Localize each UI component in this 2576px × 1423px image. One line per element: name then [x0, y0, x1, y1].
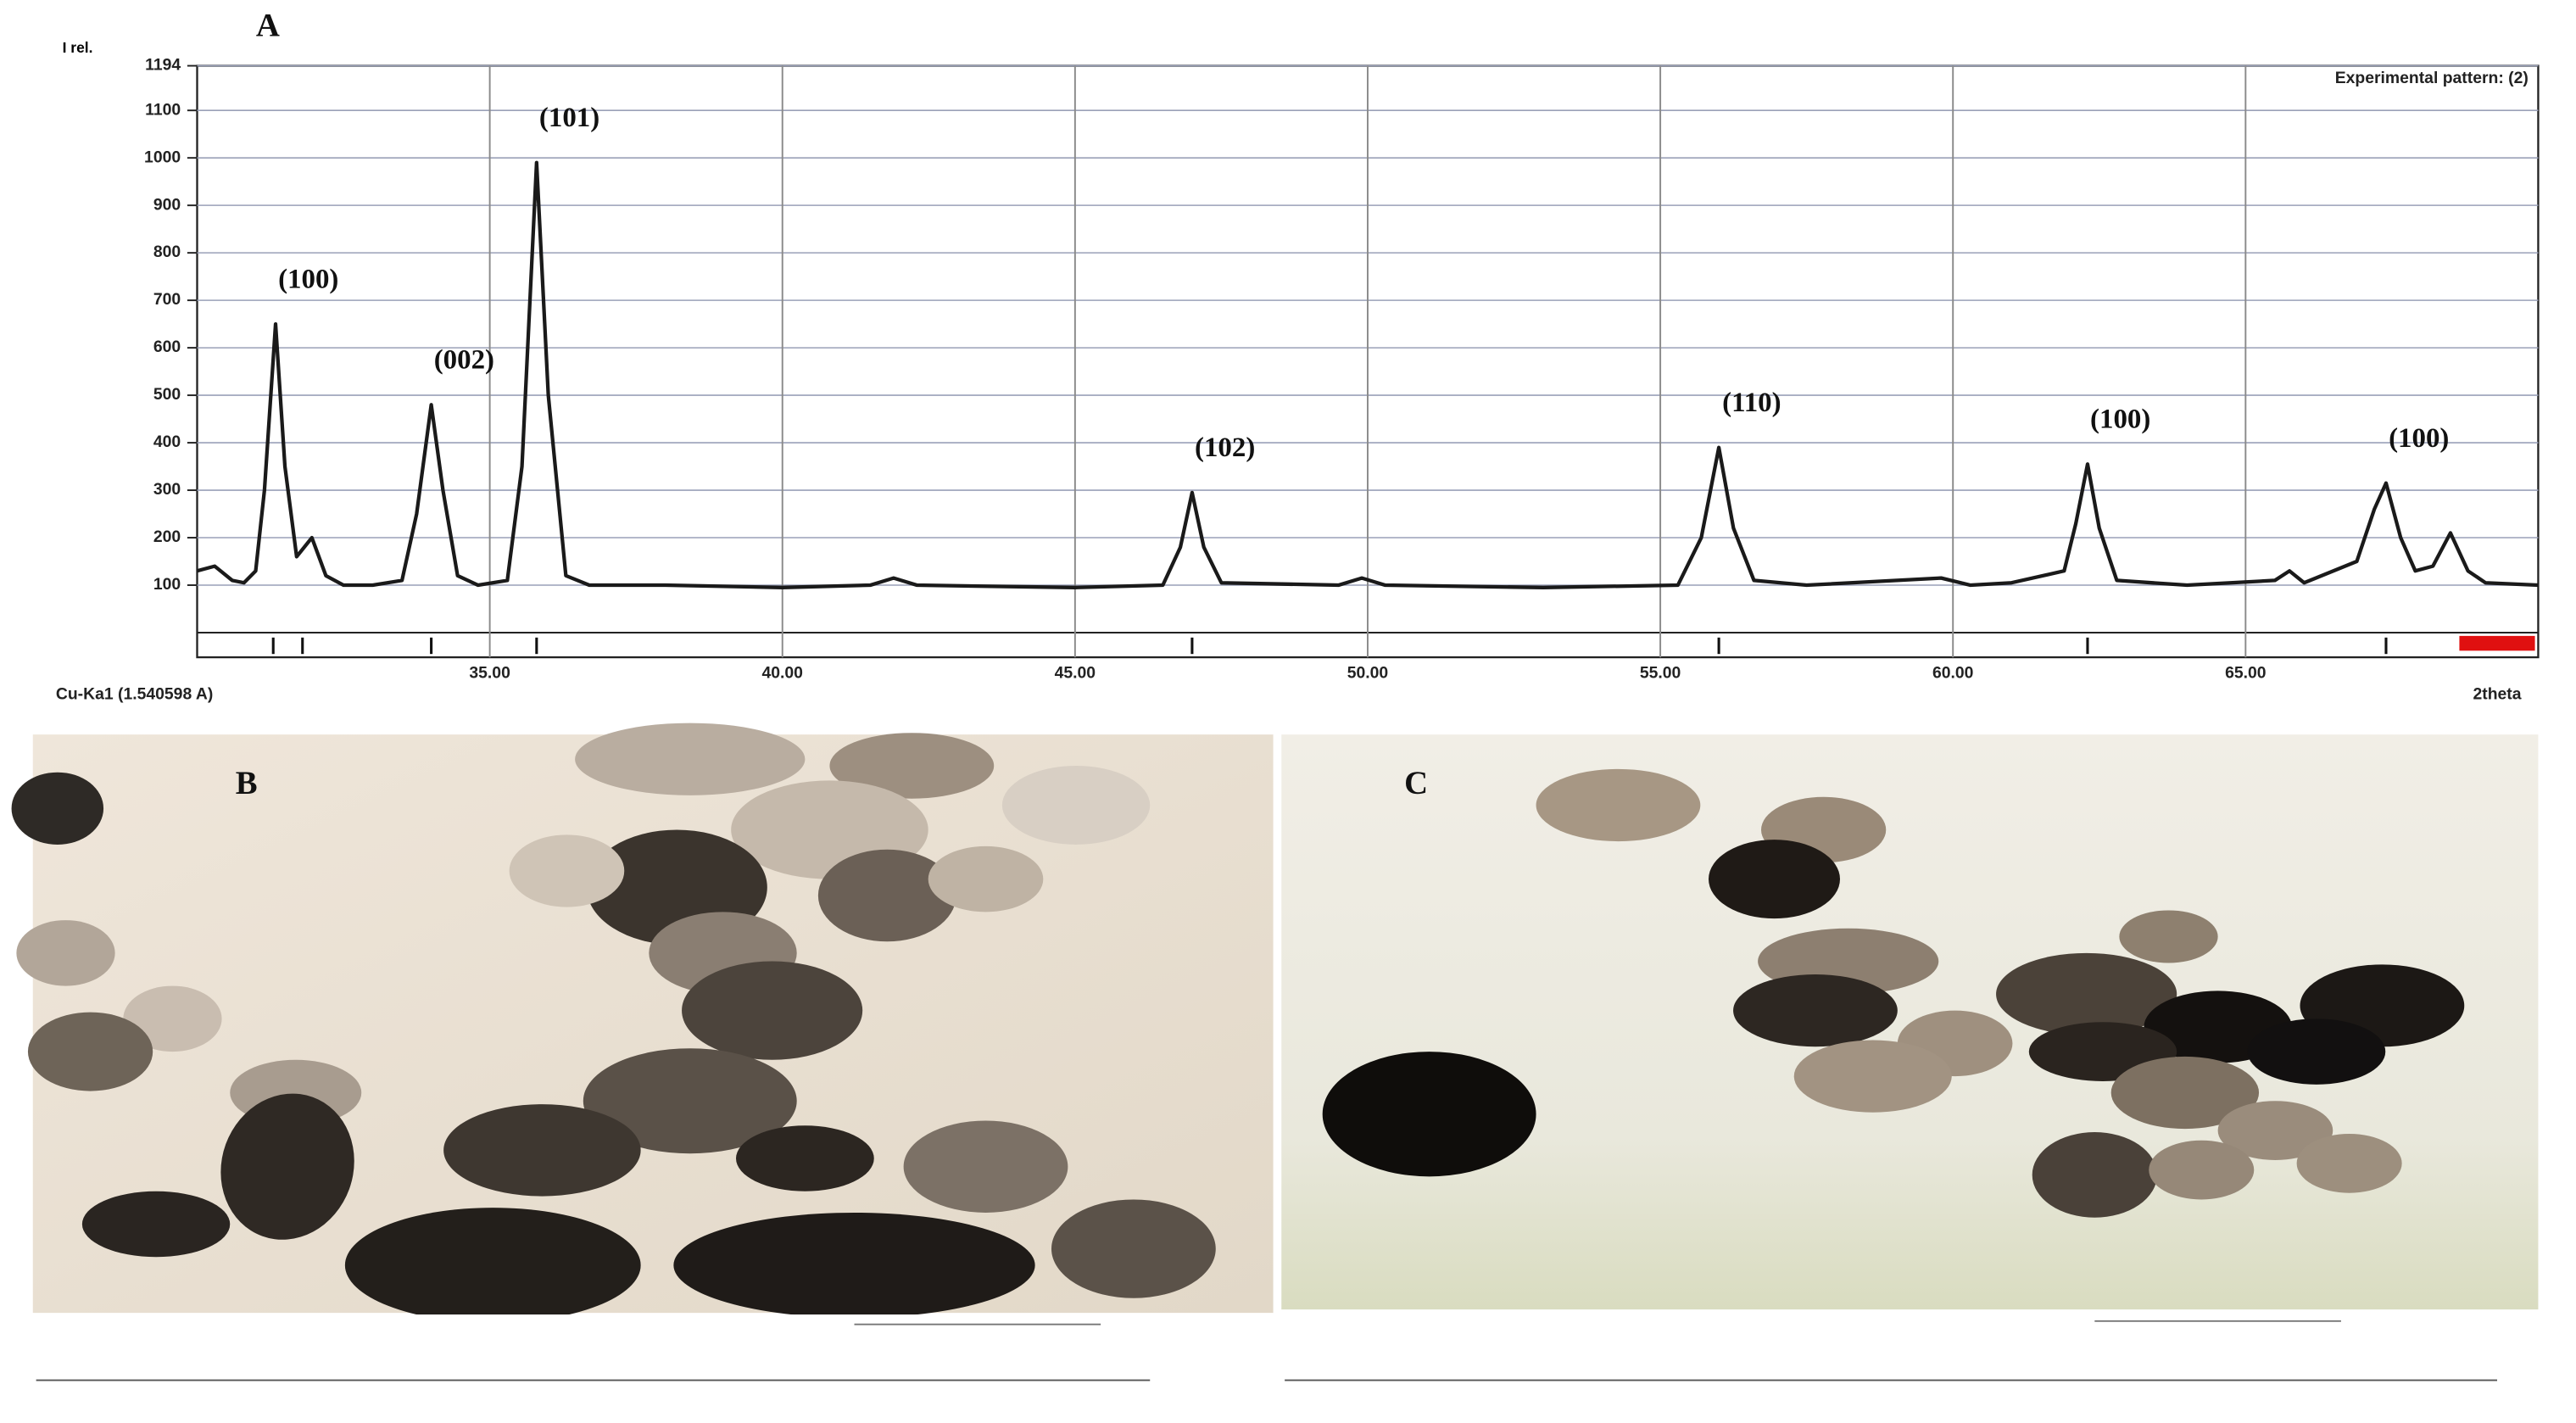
peak-label: (002)	[434, 345, 494, 376]
y-tick-label: 900	[153, 195, 181, 214]
tem-image-c	[1281, 734, 2539, 1387]
x-note: Cu-Ka1 (1.540598 A)	[56, 685, 213, 704]
plot: 100 200 300 400 500 600 700 800 900 1000 1100 1194 3…	[144, 56, 2540, 683]
x-axis-label: 2theta	[2473, 685, 2521, 704]
y-tick-label: 700	[153, 290, 181, 309]
x-tick-label: 65.00	[2225, 664, 2266, 683]
y-axis-label: I rel.	[63, 39, 93, 56]
y-tick-label: 600	[153, 338, 181, 356]
y-tick-label: 300	[153, 480, 181, 499]
peak-label: (110)	[1722, 388, 1781, 418]
y-tick-label: 200	[153, 527, 181, 546]
x-tick-label: 40.00	[762, 664, 803, 683]
peak-label: (100)	[2090, 405, 2150, 435]
y-tick-label: 1100	[145, 100, 181, 119]
panel-label: A	[256, 8, 280, 44]
x-tick-label: 35.00	[469, 664, 510, 683]
peak-label: (100)	[278, 264, 338, 294]
y-tick-label: 1000	[144, 148, 181, 166]
x-tick-label: 55.00	[1640, 664, 1681, 683]
x-tick-label: 50.00	[1347, 664, 1388, 683]
y-tick-label: 800	[153, 243, 181, 261]
x-tick-label: 60.00	[1932, 664, 1973, 683]
y-tick-label: 400	[153, 432, 181, 451]
x-tick-label: 45.00	[1055, 664, 1096, 683]
legend: Experimental pattern: (2)	[2335, 69, 2529, 87]
y-tick-label: 100	[153, 575, 181, 594]
panel-label: C	[1404, 765, 1428, 801]
xrd-line	[196, 160, 2539, 589]
y-tick-label: 1194	[145, 56, 181, 75]
tem-image-b	[11, 723, 1274, 1387]
panel-label: B	[236, 765, 258, 801]
peak-label: (100)	[2389, 423, 2449, 454]
marker	[2459, 635, 2535, 651]
y-tick-label: 500	[153, 385, 181, 404]
peak-label: (101)	[539, 103, 599, 133]
peak-label: (102)	[1195, 432, 1255, 463]
